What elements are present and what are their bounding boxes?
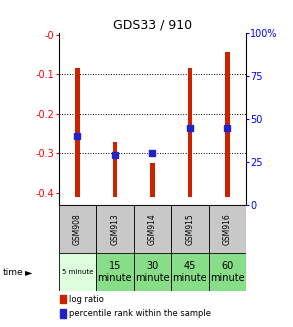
Bar [75, 68, 80, 197]
Text: GSM908: GSM908 [73, 213, 82, 245]
Bar [60, 309, 66, 318]
Text: 5 minute: 5 minute [62, 269, 93, 275]
Bar [60, 295, 66, 303]
Bar [150, 163, 155, 197]
Bar [209, 205, 246, 253]
Text: 45
minute: 45 minute [173, 261, 207, 283]
Text: GSM916: GSM916 [223, 213, 232, 245]
Text: 60
minute: 60 minute [210, 261, 245, 283]
Bar [134, 205, 171, 253]
Bar [209, 253, 246, 291]
Bar [113, 142, 117, 197]
Text: time: time [3, 267, 23, 277]
Title: GDS33 / 910: GDS33 / 910 [113, 19, 192, 31]
Text: GSM913: GSM913 [110, 213, 119, 245]
Bar [96, 253, 134, 291]
Bar [188, 68, 192, 197]
Bar [96, 205, 134, 253]
Bar [171, 253, 209, 291]
Text: ►: ► [25, 267, 33, 277]
Text: percentile rank within the sample: percentile rank within the sample [69, 309, 211, 318]
Bar [59, 253, 96, 291]
Text: 15
minute: 15 minute [98, 261, 132, 283]
Bar [225, 53, 230, 197]
Bar [134, 253, 171, 291]
Text: GSM914: GSM914 [148, 213, 157, 245]
Text: 30
minute: 30 minute [135, 261, 170, 283]
Text: GSM915: GSM915 [185, 213, 194, 245]
Bar [171, 205, 209, 253]
Text: log ratio: log ratio [69, 295, 104, 304]
Bar [59, 205, 96, 253]
